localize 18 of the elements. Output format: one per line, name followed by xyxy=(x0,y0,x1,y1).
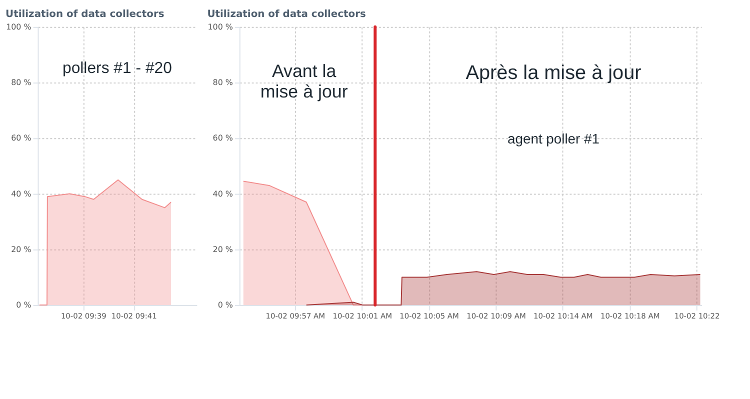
y-tick-label: 100 % xyxy=(208,22,234,32)
y-tick-label: 20 % xyxy=(11,244,32,254)
y-tick-label: 40 % xyxy=(11,189,32,198)
annotation: Après la mise à jour xyxy=(466,62,642,84)
annotation: Avant la mise à jour xyxy=(260,60,348,102)
annotation: agent poller #1 xyxy=(508,130,600,147)
y-tick-label: 20 % xyxy=(212,244,234,254)
y-tick-label: 0 % xyxy=(218,300,234,310)
y-tick-label: 40 % xyxy=(212,189,234,198)
chart-title: Utilization of data collectors xyxy=(207,8,366,20)
y-tick-label: 80 % xyxy=(11,78,32,88)
y-tick-label: 100 % xyxy=(6,22,32,32)
y-tick-label: 60 % xyxy=(212,134,234,143)
y-tick-label: 60 % xyxy=(11,134,32,143)
y-tick-label: 0 % xyxy=(16,300,32,310)
y-tick-label: 80 % xyxy=(212,78,234,88)
chart-title: Utilization of data collectors xyxy=(6,8,164,20)
annotation: pollers #1 - #20 xyxy=(62,60,172,78)
